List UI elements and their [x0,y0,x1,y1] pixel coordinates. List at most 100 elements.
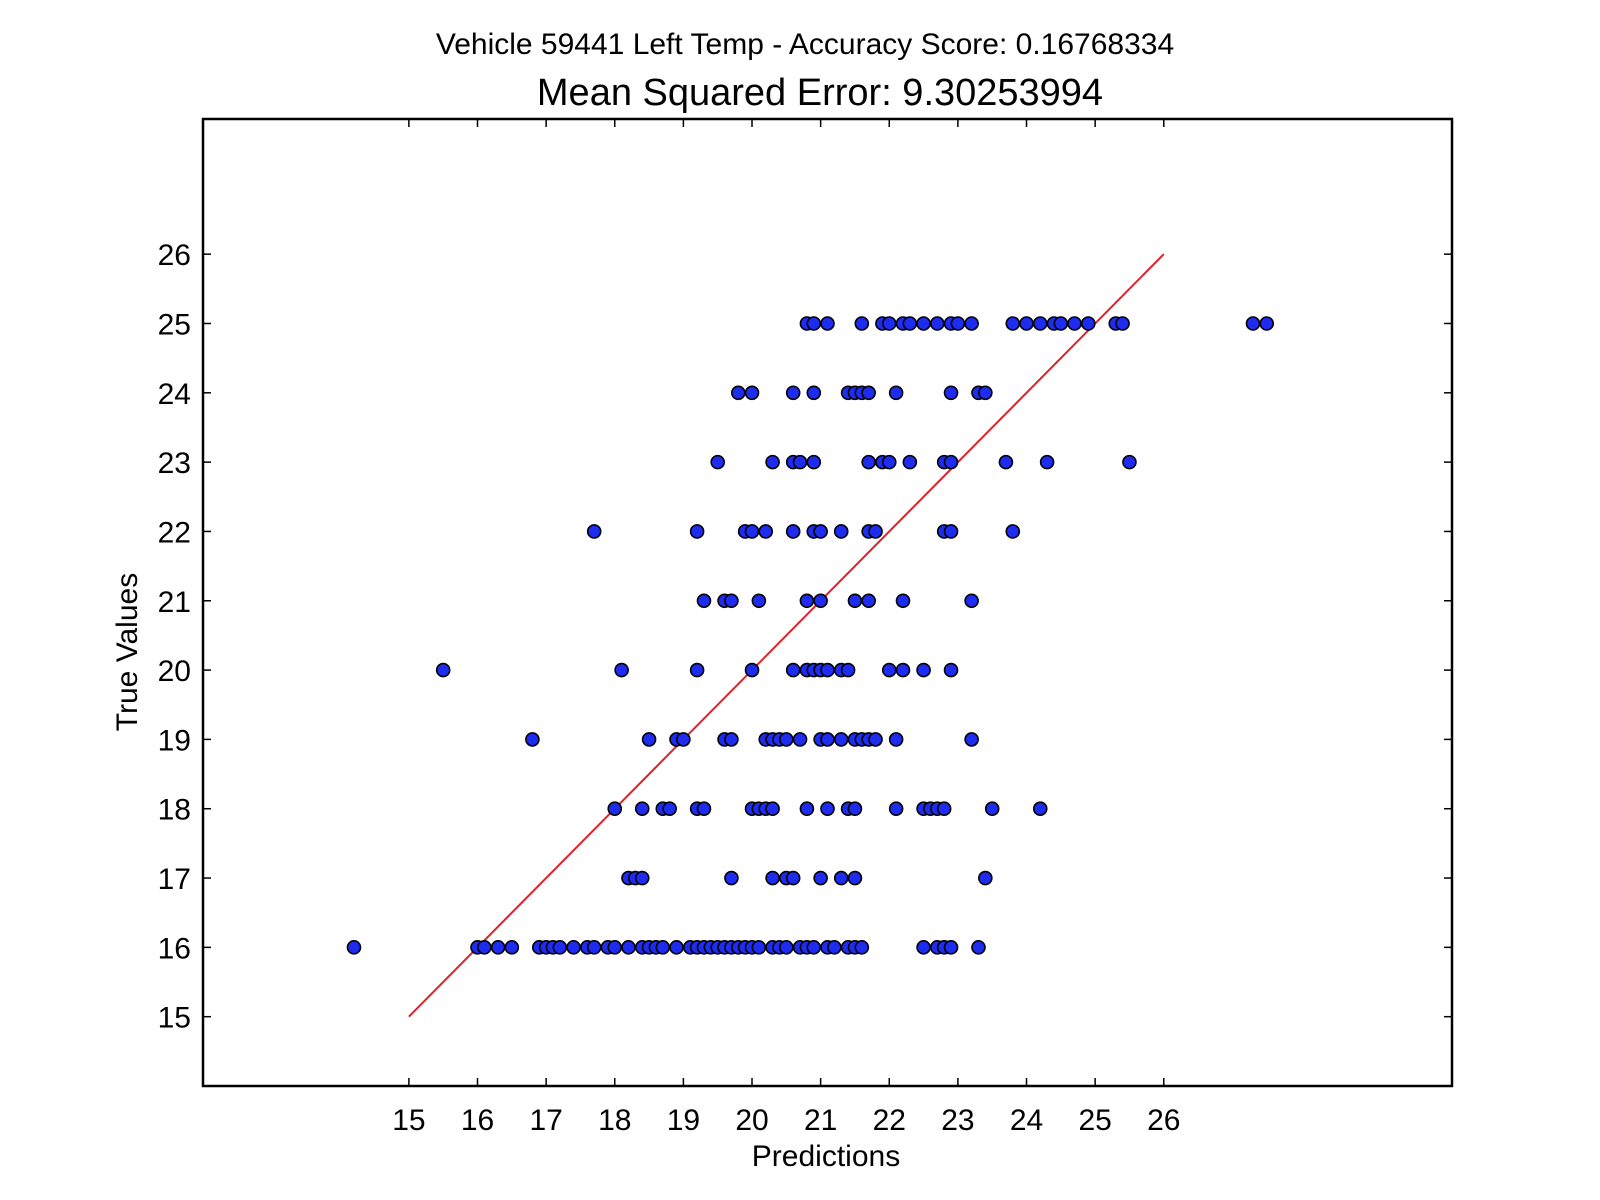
x-tick-label: 15 [392,1104,425,1137]
scatter-point [641,732,657,747]
scatter-point [895,593,911,609]
y-tick-label: 21 [158,586,191,619]
scatter-point [868,524,883,539]
scatter-point [854,316,870,331]
scatter-point [813,524,828,539]
scatter-point [477,940,492,955]
scatter-point [785,662,801,678]
scatter-point [1005,524,1021,539]
scatter-point [490,940,506,955]
scatter-point [1019,316,1034,331]
scatter-point [607,940,623,955]
y-tick-label: 26 [158,239,191,272]
scatter-point [346,940,362,955]
scatter-point [1039,454,1055,470]
scatter-point [765,870,780,886]
scatter-point [861,593,876,609]
scatter-point [696,593,712,609]
scatter-point [902,316,918,331]
scatter-point [689,524,705,539]
scatter-point [799,801,815,817]
scatter-point [435,662,451,678]
plot-frame [201,117,1454,1088]
scatter-point [847,593,863,609]
scatter-point [964,593,979,609]
scatter-point [1080,316,1096,331]
scatter-point [634,870,650,886]
scatter-point [820,732,835,747]
y-tick-label: 19 [158,724,191,757]
scatter-point [833,732,849,747]
scatter-point [916,940,931,955]
scatter-point [888,801,904,817]
scatter-point [765,801,780,817]
scatter-point [614,662,629,678]
scatter-point [861,454,876,470]
scatter-point [710,454,725,470]
scatter-point [758,524,774,539]
x-tick-label: 16 [461,1104,494,1137]
scatter-point [806,940,822,955]
scatter-point [744,524,760,539]
scatter-point [916,316,931,331]
scatter-point [806,385,822,401]
scatter-point [586,524,602,539]
y-tick-label: 18 [158,794,191,827]
chart-subtitle: Mean Squared Error: 9.30253994 [537,72,1103,114]
scatter-point [634,801,650,817]
scatter-point [792,732,808,747]
scatter-point [779,940,794,955]
scatter-point [1032,801,1048,817]
scatter-point [689,662,705,678]
scatter-point [881,662,897,678]
y-tick-label: 22 [158,516,191,549]
scatter-point [820,662,835,678]
scatter-point [978,870,993,886]
plot-area: 15 16 17 18 19 20 21 22 23 24 25 26 15 16 17 18 19 20 21 22… [158,117,1454,1137]
scatter-point [964,316,979,331]
x-tick-label: 20 [735,1104,768,1137]
scatter-point [792,454,808,470]
scatter-point [785,385,801,401]
scatter-point [936,801,952,817]
scatter-point [669,940,684,955]
y-tick-label: 17 [158,863,191,896]
y-tick-label: 25 [158,308,191,341]
scatter-point [998,454,1014,470]
scatter-point [724,870,739,886]
x-tick-label: 24 [1010,1104,1043,1137]
scatter-point [895,662,911,678]
scatter-point [833,870,849,886]
scatter-point [744,662,760,678]
scatter-point [888,732,904,747]
scatter-point [744,385,760,401]
x-axis-label: Predictions [752,1140,900,1173]
x-tick-label: 22 [873,1104,906,1137]
scatter-point [847,870,863,886]
scatter-point [820,801,835,817]
y-tick-label: 15 [158,1002,191,1035]
scatter-point [676,732,691,747]
scatter-point [833,524,849,539]
scatter-point [930,316,945,331]
scatter-point [840,662,856,678]
scatter-point [943,524,959,539]
scatter-point [724,593,739,609]
scatter-point [806,316,822,331]
scatter-point [751,593,767,609]
scatter-point [806,454,822,470]
scatter-point [916,662,931,678]
x-tick-label: 18 [598,1104,631,1137]
scatter-point [785,524,801,539]
scatter-point [943,454,959,470]
scatter-point [1245,316,1261,331]
scatter-point [1115,316,1130,331]
scatter-point [854,940,870,955]
x-tick-label: 25 [1078,1104,1111,1137]
scatter-point [751,940,767,955]
scatter-point [779,732,794,747]
scatter-point [902,454,918,470]
scatter-point [504,940,520,955]
scatter-point [868,732,883,747]
scatter-point [552,940,568,955]
